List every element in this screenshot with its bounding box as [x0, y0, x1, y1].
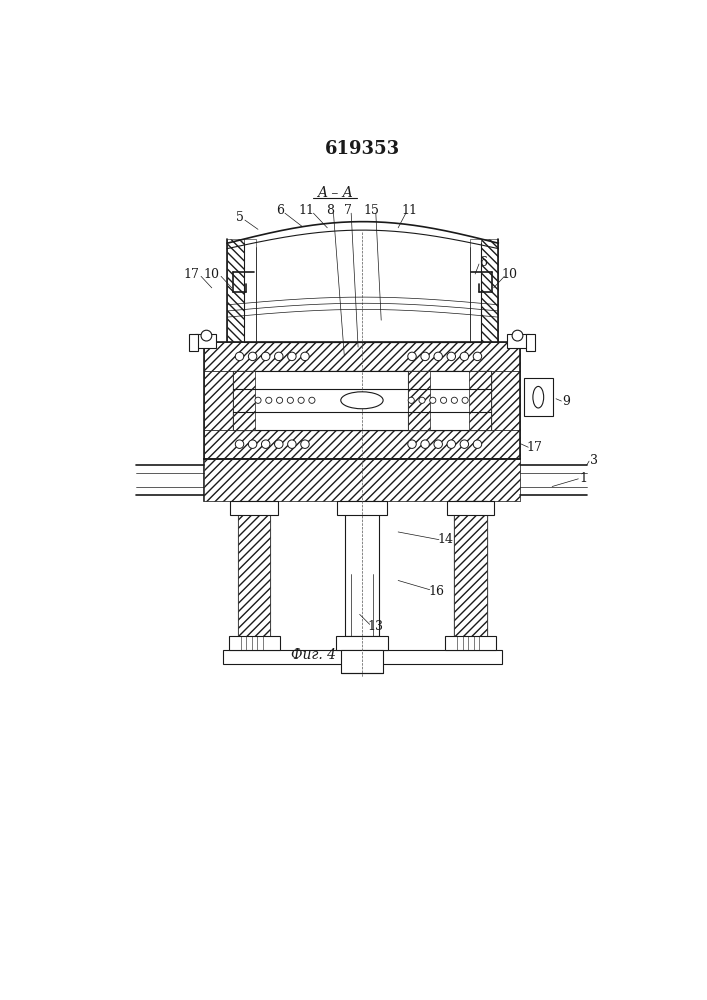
Circle shape [447, 440, 455, 448]
Circle shape [201, 330, 212, 341]
Bar [337, 501, 387, 515]
Bar [336, 636, 388, 650]
Text: 10: 10 [502, 267, 518, 280]
Bar [481, 239, 498, 342]
Bar [227, 239, 244, 342]
Circle shape [235, 440, 244, 448]
Bar [316, 371, 408, 430]
Text: 6: 6 [276, 204, 284, 217]
Circle shape [300, 440, 309, 448]
Bar [408, 371, 491, 430]
Bar [204, 342, 520, 371]
Circle shape [512, 330, 523, 341]
Circle shape [421, 440, 429, 448]
Text: A – A: A – A [317, 186, 353, 200]
Circle shape [248, 352, 257, 361]
Bar [491, 371, 520, 430]
Text: 15: 15 [363, 204, 379, 217]
Bar [524, 378, 553, 416]
Bar [469, 371, 491, 430]
Bar [508, 334, 529, 348]
Circle shape [274, 440, 283, 448]
Text: 17: 17 [183, 267, 199, 280]
Bar [204, 459, 520, 501]
Bar [204, 459, 520, 501]
Circle shape [274, 352, 283, 361]
Circle shape [408, 440, 416, 448]
Circle shape [300, 352, 309, 361]
Circle shape [434, 352, 443, 361]
Bar [455, 501, 486, 636]
Text: 13: 13 [367, 620, 383, 633]
Bar [438, 371, 459, 430]
Bar [455, 501, 486, 636]
Text: 11: 11 [402, 204, 418, 217]
Circle shape [309, 397, 315, 403]
Bar [341, 650, 382, 673]
Bar [408, 371, 430, 430]
Bar [445, 636, 496, 650]
Bar [229, 636, 279, 650]
Bar [204, 371, 233, 430]
Bar [238, 501, 270, 636]
Circle shape [262, 440, 270, 448]
Bar [316, 371, 335, 430]
Bar [223, 650, 502, 664]
Circle shape [408, 397, 414, 403]
Text: 8: 8 [327, 204, 334, 217]
Bar [469, 239, 481, 342]
Circle shape [440, 397, 447, 403]
Circle shape [262, 352, 270, 361]
Text: 3: 3 [590, 454, 599, 467]
Text: 1: 1 [579, 472, 587, 485]
Text: 6: 6 [479, 256, 487, 269]
Text: 14: 14 [438, 533, 454, 546]
Bar [195, 334, 216, 348]
Bar [447, 501, 494, 515]
Circle shape [248, 440, 257, 448]
Bar [204, 430, 520, 459]
Circle shape [276, 397, 283, 403]
Circle shape [451, 397, 457, 403]
Bar [230, 501, 278, 515]
Text: 10: 10 [204, 267, 220, 280]
Text: 5: 5 [236, 211, 244, 224]
Ellipse shape [341, 392, 383, 409]
Bar [455, 501, 486, 636]
Text: 17: 17 [527, 441, 542, 454]
Text: Фиг. 4: Фиг. 4 [291, 648, 336, 662]
Circle shape [235, 352, 244, 361]
Circle shape [473, 352, 481, 361]
Circle shape [430, 397, 436, 403]
Text: 7: 7 [344, 204, 352, 217]
Bar [189, 334, 198, 351]
Circle shape [255, 397, 261, 403]
Circle shape [421, 352, 429, 361]
Bar [389, 371, 408, 430]
Bar [345, 501, 379, 636]
Circle shape [447, 352, 455, 361]
Text: 11: 11 [298, 204, 315, 217]
Circle shape [460, 352, 469, 361]
Circle shape [460, 440, 469, 448]
Circle shape [473, 440, 481, 448]
Circle shape [434, 440, 443, 448]
Circle shape [408, 352, 416, 361]
Bar [238, 501, 270, 636]
Circle shape [288, 440, 296, 448]
Bar [233, 371, 255, 430]
Circle shape [288, 352, 296, 361]
Text: 9: 9 [562, 395, 570, 408]
Circle shape [462, 397, 468, 403]
Text: 619353: 619353 [325, 140, 399, 158]
Circle shape [266, 397, 272, 403]
Circle shape [419, 397, 425, 403]
Bar [526, 334, 535, 351]
Circle shape [287, 397, 293, 403]
Bar [244, 239, 256, 342]
Circle shape [298, 397, 304, 403]
Ellipse shape [533, 386, 544, 408]
Text: 16: 16 [428, 585, 445, 598]
Bar [233, 371, 459, 430]
